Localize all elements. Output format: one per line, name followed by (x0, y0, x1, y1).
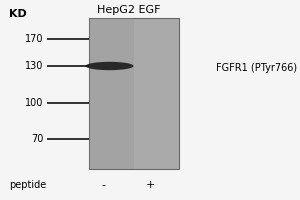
Text: KD: KD (9, 9, 27, 19)
Bar (88, 18, 134, 169)
Text: 170: 170 (25, 34, 44, 44)
Text: 100: 100 (25, 98, 44, 108)
Text: +: + (145, 180, 155, 190)
Text: 130: 130 (25, 61, 44, 71)
Text: HepG2 EGF: HepG2 EGF (97, 5, 161, 15)
Text: FGFR1 (PTyr766): FGFR1 (PTyr766) (216, 63, 297, 73)
Bar (88, 18, 178, 169)
Ellipse shape (85, 62, 134, 70)
Text: 70: 70 (31, 134, 44, 144)
Text: peptide: peptide (9, 180, 46, 190)
Text: -: - (101, 180, 106, 190)
